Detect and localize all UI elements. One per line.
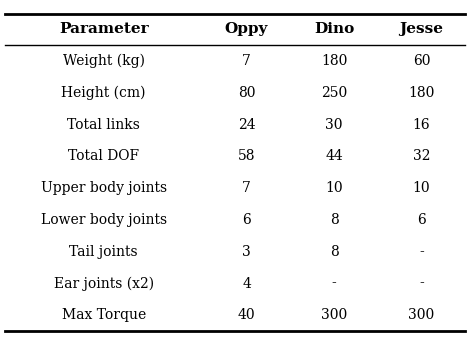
Text: 8: 8 [329,213,338,227]
Text: Ear joints (x2): Ear joints (x2) [54,276,154,291]
Text: 10: 10 [325,181,343,195]
Text: 44: 44 [325,149,343,164]
Text: 7: 7 [242,54,251,68]
Text: -: - [419,276,424,291]
Text: 40: 40 [238,308,255,322]
Text: 80: 80 [238,86,255,100]
Text: 8: 8 [329,245,338,259]
Text: 300: 300 [321,308,347,322]
Text: 6: 6 [242,213,251,227]
Text: Lower body joints: Lower body joints [41,213,167,227]
Text: 6: 6 [417,213,426,227]
Text: 300: 300 [408,308,435,322]
Text: Max Torque: Max Torque [62,308,146,322]
Text: 24: 24 [238,118,255,132]
Text: -: - [332,276,337,291]
Text: 3: 3 [242,245,251,259]
Text: Total DOF: Total DOF [68,149,139,164]
Text: Height (cm): Height (cm) [62,86,146,100]
Text: 16: 16 [413,118,431,132]
Text: 250: 250 [321,86,347,100]
Text: 30: 30 [325,118,343,132]
Text: 10: 10 [413,181,431,195]
Text: -: - [419,245,424,259]
Text: Total links: Total links [67,118,140,132]
Text: Parameter: Parameter [59,22,149,37]
Text: Jesse: Jesse [400,22,444,37]
Text: 58: 58 [238,149,255,164]
Text: 60: 60 [413,54,431,68]
Text: Oppy: Oppy [225,22,268,37]
Text: 180: 180 [408,86,435,100]
Text: 4: 4 [242,276,251,291]
Text: Upper body joints: Upper body joints [41,181,167,195]
Text: Dino: Dino [314,22,354,37]
Text: 7: 7 [242,181,251,195]
Text: 32: 32 [413,149,431,164]
Text: Weight (kg): Weight (kg) [63,54,145,68]
Text: Tail joints: Tail joints [70,245,138,259]
Text: 180: 180 [321,54,347,68]
